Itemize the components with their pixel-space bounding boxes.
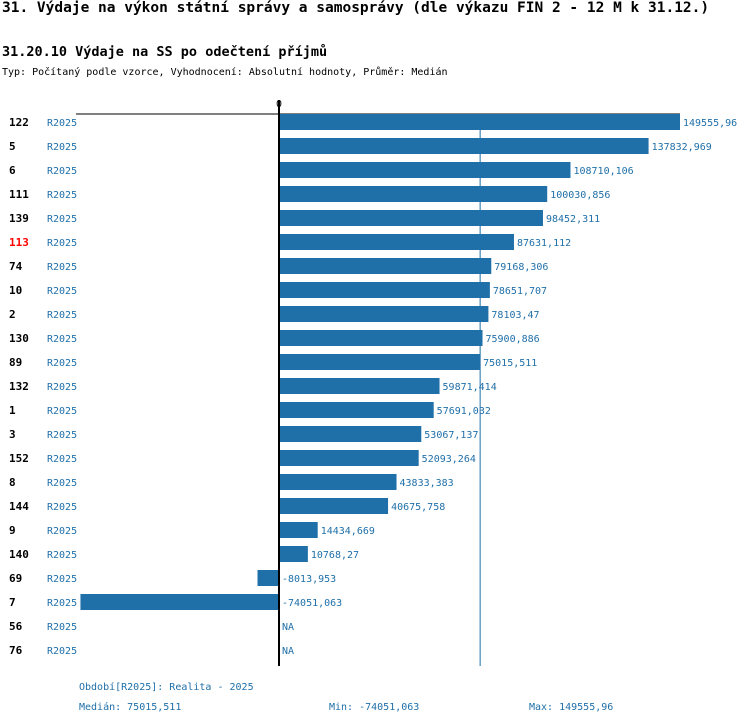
- bar: [279, 114, 680, 130]
- data-label: 75900,886: [486, 334, 540, 345]
- row-id-label: 1: [9, 404, 16, 417]
- bar: [279, 546, 308, 562]
- row-id-label: 9: [9, 524, 16, 537]
- row-series-label: R2025: [47, 622, 77, 633]
- row-id-label: 2: [9, 308, 16, 321]
- row-series-label: R2025: [47, 502, 77, 513]
- data-label: 78651,707: [493, 286, 547, 297]
- row-series-label: R2025: [47, 382, 77, 393]
- row-series-label: R2025: [47, 478, 77, 489]
- bar: [279, 330, 483, 346]
- bar: [279, 210, 543, 226]
- row-series-label: R2025: [47, 574, 77, 585]
- data-label: 53067,137: [424, 430, 478, 441]
- data-label: NA: [282, 646, 294, 657]
- row-series-label: R2025: [47, 358, 77, 369]
- data-label: 52093,264: [422, 454, 476, 465]
- row-series-label: R2025: [47, 646, 77, 657]
- row-id-label: 10: [9, 284, 22, 297]
- bar: [80, 594, 279, 610]
- row-id-label: 3: [9, 428, 16, 441]
- row-series-label: R2025: [47, 214, 77, 225]
- row-series-label: R2025: [47, 550, 77, 561]
- bar: [279, 378, 440, 394]
- page-title: 31. Výdaje na výkon státní správy a samo…: [2, 0, 710, 16]
- row-series-label: R2025: [47, 238, 77, 249]
- data-label: 59871,414: [443, 382, 497, 393]
- data-label: NA: [282, 622, 294, 633]
- bar: [279, 162, 571, 178]
- row-series-label: R2025: [47, 454, 77, 465]
- row-id-label: 7: [9, 596, 16, 609]
- row-series-label: R2025: [47, 406, 77, 417]
- bar: [279, 498, 389, 514]
- bar: [279, 450, 419, 466]
- footer-min: Min: -74051,063: [329, 702, 420, 713]
- row-series-label: R2025: [47, 142, 77, 153]
- footer-max: Max: 149555,96: [529, 702, 614, 713]
- bar: [279, 138, 649, 154]
- row-id-label: 132: [9, 380, 29, 393]
- data-label: 87631,112: [517, 238, 571, 249]
- data-label: -8013,953: [282, 574, 336, 585]
- row-id-label: 144: [9, 500, 29, 513]
- bar: [279, 522, 318, 538]
- row-series-label: R2025: [47, 334, 77, 345]
- data-label: 149555,96: [683, 118, 737, 129]
- row-id-label: 8: [9, 476, 16, 489]
- row-series-label: R2025: [47, 262, 77, 273]
- data-label: 78103,47: [491, 310, 539, 321]
- bar: [279, 186, 548, 202]
- row-id-label: 152: [9, 452, 29, 465]
- data-label: 75015,511: [483, 358, 537, 369]
- chart-meta: Typ: Počítaný podle vzorce, Vyhodnocení:…: [2, 67, 448, 78]
- data-label: 57691,032: [437, 406, 491, 417]
- row-series-label: R2025: [47, 166, 77, 177]
- data-label: 10768,27: [311, 550, 359, 561]
- bar: [279, 426, 422, 442]
- bar: [279, 234, 514, 250]
- row-series-label: R2025: [47, 526, 77, 537]
- bar: [257, 570, 279, 586]
- row-id-label: 113: [9, 236, 29, 249]
- data-label: 137832,969: [652, 142, 712, 153]
- row-id-label: 111: [9, 188, 29, 201]
- bar: [279, 354, 481, 370]
- footer-median: Medián: 75015,511: [79, 702, 182, 713]
- data-label: 100030,856: [550, 190, 610, 201]
- bar: [279, 402, 434, 418]
- bar: [279, 306, 489, 322]
- row-series-label: R2025: [47, 598, 77, 609]
- row-id-label: 89: [9, 356, 22, 369]
- row-series-label: R2025: [47, 190, 77, 201]
- row-id-label: 69: [9, 572, 22, 585]
- data-label: 43833,383: [400, 478, 454, 489]
- row-series-label: R2025: [47, 310, 77, 321]
- data-label: -74051,063: [282, 598, 342, 609]
- data-label: 40675,758: [391, 502, 445, 513]
- row-id-label: 74: [9, 260, 23, 273]
- row-id-label: 139: [9, 212, 29, 225]
- data-label: 14434,669: [321, 526, 375, 537]
- row-id-label: 76: [9, 644, 23, 657]
- chart-subtitle: 31.20.10 Výdaje na SS po odečtení příjmů: [2, 44, 328, 60]
- row-id-label: 122: [9, 116, 29, 129]
- row-id-label: 140: [9, 548, 29, 561]
- data-label: 79168,306: [494, 262, 548, 273]
- data-label: 108710,106: [573, 166, 633, 177]
- row-id-label: 6: [9, 164, 16, 177]
- row-series-label: R2025: [47, 118, 77, 129]
- row-series-label: R2025: [47, 430, 77, 441]
- bar: [279, 474, 397, 490]
- bar: [279, 258, 492, 274]
- row-id-label: 5: [9, 140, 16, 153]
- data-label: 98452,311: [546, 214, 600, 225]
- row-id-label: 130: [9, 332, 29, 345]
- row-series-label: R2025: [47, 286, 77, 297]
- bar: [279, 282, 490, 298]
- footer-period: Období[R2025]: Realita - 2025: [79, 682, 254, 693]
- row-id-label: 56: [9, 620, 23, 633]
